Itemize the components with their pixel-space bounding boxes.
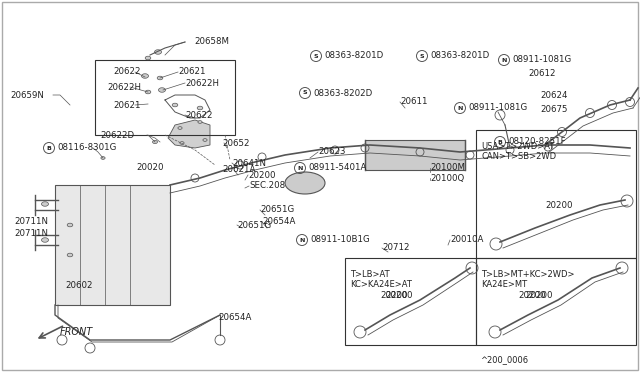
Text: 20602: 20602 — [65, 280, 93, 289]
Text: 20622H: 20622H — [185, 78, 219, 87]
Text: 20200: 20200 — [385, 291, 413, 299]
Text: 20711N: 20711N — [14, 230, 48, 238]
Ellipse shape — [203, 139, 207, 141]
Bar — [345, 258, 476, 345]
Text: 20100M: 20100M — [430, 164, 465, 173]
Bar — [476, 130, 636, 258]
Text: 20623: 20623 — [318, 148, 346, 157]
Ellipse shape — [141, 74, 148, 78]
Text: T>LB>AT: T>LB>AT — [350, 270, 390, 279]
Text: N: N — [298, 166, 303, 170]
Ellipse shape — [101, 157, 105, 159]
Text: 20611: 20611 — [400, 97, 428, 106]
Text: N: N — [501, 58, 507, 62]
Text: KA24E>MT: KA24E>MT — [481, 280, 527, 289]
Text: 20100Q: 20100Q — [430, 173, 464, 183]
Text: B: B — [497, 140, 502, 144]
Ellipse shape — [42, 238, 49, 242]
Text: 20712: 20712 — [382, 244, 410, 253]
Text: 20200: 20200 — [518, 291, 545, 299]
Ellipse shape — [145, 56, 151, 60]
Ellipse shape — [197, 106, 203, 110]
Ellipse shape — [159, 88, 166, 92]
Ellipse shape — [172, 103, 178, 107]
Text: 08120-8251F: 08120-8251F — [508, 138, 566, 147]
Text: ^200_0006: ^200_0006 — [480, 356, 528, 365]
Ellipse shape — [285, 172, 325, 194]
Text: 20200: 20200 — [525, 291, 552, 299]
Ellipse shape — [152, 140, 157, 144]
Text: 08363-8201D: 08363-8201D — [430, 51, 489, 61]
Text: 20622: 20622 — [113, 67, 141, 77]
Text: T>LB>MT+KC>2WD>: T>LB>MT+KC>2WD> — [481, 270, 575, 279]
Text: 20652: 20652 — [222, 138, 250, 148]
Text: USA>T>2WD>AT: USA>T>2WD>AT — [481, 142, 554, 151]
Ellipse shape — [67, 253, 73, 257]
Text: 20675: 20675 — [540, 106, 568, 115]
Text: 20622: 20622 — [185, 110, 212, 119]
Ellipse shape — [67, 223, 73, 227]
Text: N: N — [458, 106, 463, 110]
Text: 20020: 20020 — [136, 164, 163, 173]
Bar — [55, 185, 170, 305]
Ellipse shape — [154, 50, 161, 54]
Text: KC>KA24E>AT: KC>KA24E>AT — [350, 280, 412, 289]
Ellipse shape — [42, 202, 49, 206]
Bar — [476, 258, 636, 345]
Ellipse shape — [180, 142, 184, 144]
Text: 20622D: 20622D — [100, 131, 134, 140]
Text: N: N — [300, 237, 305, 243]
Bar — [365, 140, 465, 170]
Text: S: S — [314, 54, 318, 58]
Ellipse shape — [157, 76, 163, 80]
Text: 20621: 20621 — [113, 100, 141, 109]
Text: 20651G: 20651G — [260, 205, 294, 215]
Ellipse shape — [178, 126, 182, 129]
Text: 20622H: 20622H — [107, 83, 141, 92]
Text: S: S — [420, 54, 424, 58]
Ellipse shape — [198, 121, 202, 124]
Text: 20621: 20621 — [178, 67, 205, 77]
Text: 20658M: 20658M — [194, 38, 229, 46]
Text: 20200: 20200 — [248, 170, 275, 180]
Text: 20200: 20200 — [380, 291, 408, 299]
Text: 08911-5401A: 08911-5401A — [308, 164, 366, 173]
Text: 08911-1081G: 08911-1081G — [512, 55, 572, 64]
Text: 20654A: 20654A — [218, 314, 252, 323]
Text: 20621A: 20621A — [222, 166, 255, 174]
Text: 08363-8201D: 08363-8201D — [324, 51, 383, 61]
Text: 20711N: 20711N — [14, 218, 48, 227]
Polygon shape — [168, 120, 210, 148]
Text: 20654A: 20654A — [262, 218, 296, 227]
Text: 08116-8301G: 08116-8301G — [57, 144, 116, 153]
Text: SEC.208: SEC.208 — [249, 182, 285, 190]
Text: 08911-1081G: 08911-1081G — [468, 103, 527, 112]
Text: 20641N: 20641N — [232, 158, 266, 167]
Text: 20010A: 20010A — [450, 235, 483, 244]
Text: 08911-10B1G: 08911-10B1G — [310, 235, 370, 244]
Text: 20651G: 20651G — [237, 221, 271, 230]
Text: 20624: 20624 — [540, 92, 568, 100]
Text: 20200: 20200 — [545, 201, 573, 209]
Text: CAN>T>SB>2WD: CAN>T>SB>2WD — [481, 152, 556, 161]
Text: S: S — [303, 90, 307, 96]
Text: 08363-8202D: 08363-8202D — [313, 89, 372, 97]
Bar — [95, 60, 235, 135]
Text: B: B — [47, 145, 51, 151]
Text: 20659N: 20659N — [10, 90, 44, 99]
Text: FRONT: FRONT — [60, 327, 93, 337]
Text: 20612: 20612 — [528, 70, 556, 78]
Ellipse shape — [145, 90, 151, 94]
